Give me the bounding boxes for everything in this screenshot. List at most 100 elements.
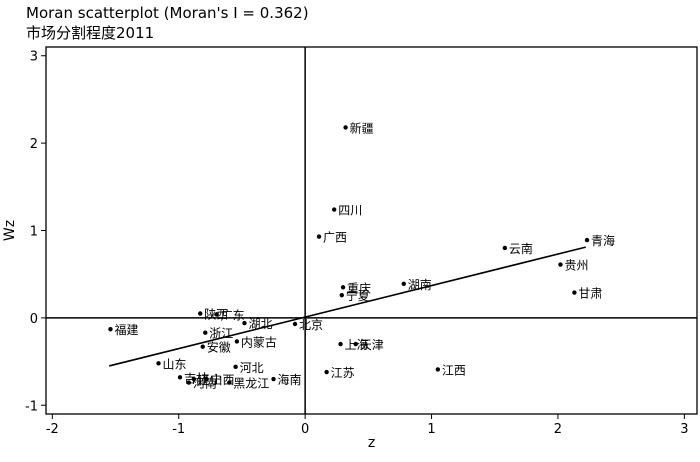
- y-tick-label: -1: [25, 399, 38, 414]
- scatter-point: 宁夏: [339, 288, 370, 303]
- scatter-point: 广东: [214, 308, 245, 322]
- point-marker: [338, 341, 343, 347]
- scatter-point: 内蒙古: [234, 334, 277, 349]
- x-axis-label: z: [368, 435, 375, 451]
- point-marker: [339, 292, 344, 298]
- scatter-point: 甘肃: [572, 287, 602, 301]
- point-label: 贵州: [564, 259, 588, 273]
- point-marker: [108, 327, 113, 332]
- point-marker: [198, 311, 203, 316]
- chart-subtitle: 市场分割程度2011: [26, 24, 155, 42]
- point-label: 青海: [591, 233, 615, 248]
- point-marker: [401, 281, 406, 287]
- point-label: 江西: [442, 363, 466, 377]
- point-marker: [156, 361, 161, 366]
- scatter-point: 重庆: [340, 281, 371, 295]
- point-marker: [271, 376, 276, 382]
- scatter-point: 海南: [271, 372, 302, 387]
- point-marker: [316, 234, 322, 239]
- point-label: 广西: [323, 231, 347, 245]
- regression-line: [109, 246, 586, 367]
- scatter-point: 湖北: [242, 316, 272, 331]
- point-marker: [584, 237, 590, 243]
- point-marker: [242, 320, 247, 326]
- point-label: 内蒙古: [241, 334, 277, 349]
- x-tick-label: -1: [172, 422, 185, 437]
- point-marker: [177, 375, 183, 380]
- scatter-point: 广西: [316, 231, 347, 245]
- scatter-point: 青海: [584, 233, 615, 248]
- scatter-point: 山东: [156, 357, 187, 371]
- point-label: 海南: [278, 372, 302, 387]
- point-marker: [435, 367, 441, 372]
- point-label: 黑龙江: [233, 377, 269, 391]
- scatter-point: 云南: [502, 241, 533, 256]
- point-marker: [191, 376, 197, 382]
- y-tick-label: 0: [30, 312, 38, 327]
- scatter-point: 福建: [108, 322, 138, 337]
- scatter-point: 天津: [353, 338, 384, 352]
- x-tick-label: -2: [46, 422, 59, 437]
- point-marker: [558, 262, 563, 267]
- point-label: 广东: [221, 308, 245, 322]
- point-marker: [324, 369, 329, 375]
- point-marker: [353, 341, 358, 347]
- scatter-point: 安徽: [200, 340, 231, 355]
- scatter-point: 浙江: [203, 327, 233, 341]
- scatter-point: 黑龙江: [227, 377, 269, 391]
- point-label: 辽宁: [198, 372, 222, 387]
- plot-frame: [45, 46, 698, 415]
- point-marker: [233, 364, 238, 370]
- point-label: 新疆: [350, 120, 374, 135]
- scatter-point: 河北: [233, 361, 264, 375]
- scatter-point: 辽宁: [191, 372, 222, 387]
- point-label: 山东: [163, 357, 187, 371]
- point-marker: [332, 207, 337, 212]
- point-marker: [234, 339, 240, 344]
- point-marker: [292, 321, 298, 327]
- point-label: 云南: [509, 241, 533, 256]
- chart-title: Moran scatterplot (Moran's I = 0.362): [26, 4, 309, 22]
- point-marker: [200, 344, 205, 349]
- point-marker: [502, 245, 508, 251]
- point-label: 天津: [360, 338, 384, 352]
- point-marker: [186, 380, 192, 385]
- point-label: 江苏: [331, 366, 355, 380]
- y-tick-label: 3: [30, 50, 38, 65]
- point-marker: [204, 376, 209, 382]
- point-marker: [203, 330, 208, 335]
- scatter-point: 新疆: [343, 120, 374, 135]
- point-label: 浙江: [209, 327, 233, 341]
- point-marker: [572, 290, 577, 295]
- scatter-point: 江苏: [324, 366, 355, 380]
- x-tick-label: 1: [427, 422, 435, 437]
- y-axis-label: Wz: [2, 220, 18, 241]
- scatter-point: 贵州: [558, 259, 588, 273]
- point-marker: [227, 380, 232, 385]
- point-marker: [214, 312, 219, 317]
- point-label: 湖北: [248, 316, 272, 331]
- x-tick-label: 2: [554, 422, 562, 437]
- point-label: 北京: [299, 318, 323, 332]
- y-tick-label: 2: [30, 137, 38, 152]
- scatter-point: 河南: [186, 376, 217, 391]
- point-label: 四川: [338, 204, 362, 218]
- point-label: 湖南: [408, 277, 432, 292]
- point-label: 甘肃: [578, 287, 602, 301]
- point-marker: [340, 285, 346, 290]
- x-tick-label: 3: [680, 422, 688, 437]
- point-marker: [343, 125, 348, 130]
- reference-lines: [46, 47, 697, 414]
- point-label: 重庆: [347, 281, 371, 295]
- point-label: 福建: [114, 322, 138, 337]
- x-tick-label: 0: [301, 422, 309, 437]
- data-points: 新疆四川广西青海云南贵州湖南重庆宁夏甘肃陕西广东湖北北京福建浙江内蒙古安徽上海天…: [108, 120, 615, 391]
- point-label: 安徽: [207, 340, 231, 355]
- point-label: 河南: [193, 376, 217, 391]
- point-label: 河北: [240, 361, 264, 375]
- y-tick-label: 1: [30, 225, 38, 240]
- scatter-point: 江西: [435, 363, 466, 377]
- scatter-point: 北京: [292, 318, 323, 332]
- plot-axes: -2 -1 0 1 2 3 -1 0 1 2 3: [25, 46, 698, 437]
